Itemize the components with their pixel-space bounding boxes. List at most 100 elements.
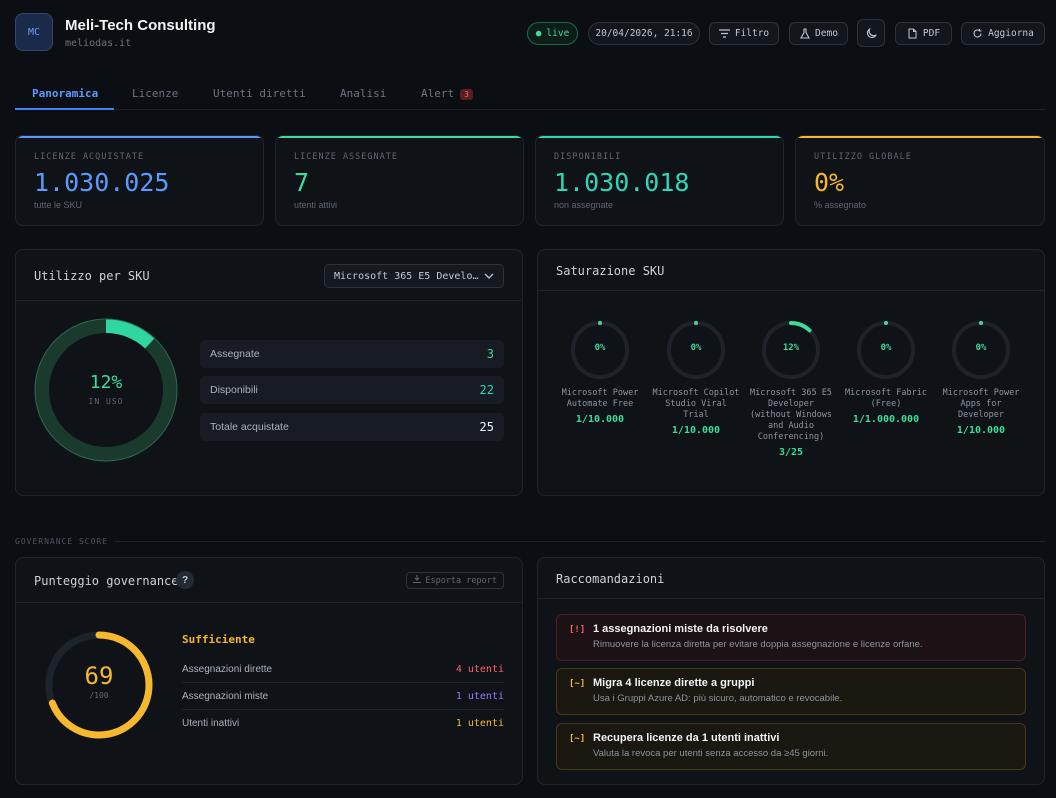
stat-value: 7 bbox=[294, 168, 310, 197]
app-title: Meli-Tech Consulting bbox=[65, 17, 216, 34]
row-value: 22 bbox=[479, 383, 494, 397]
saturation-item: 0% Microsoft Power Apps for Developer 1/10… bbox=[935, 320, 1027, 436]
saturation-value: 1/10.000 bbox=[956, 425, 1006, 436]
recommendation-item[interactable]: [~] Migra 4 licenze dirette a gruppi Usa… bbox=[556, 668, 1026, 715]
stat-card-utilizzo-globale: UTILIZZO GLOBALE 0% % assegnato bbox=[795, 135, 1045, 226]
saturation-percent: 0% bbox=[690, 343, 702, 353]
chevron-down-icon bbox=[484, 271, 494, 282]
demo-button[interactable]: Demo bbox=[789, 22, 848, 45]
sku-row-totale: Totale acquistate 25 bbox=[200, 413, 504, 441]
stat-value: 0% bbox=[814, 168, 845, 197]
moon-icon bbox=[866, 27, 877, 39]
saturation-ring: 12% bbox=[761, 320, 821, 380]
file-icon bbox=[907, 28, 918, 39]
row-value: 4 utenti bbox=[455, 663, 504, 675]
recommendation-title: 1 assegnazioni miste da risolvere bbox=[593, 623, 768, 635]
saturation-ring: 0% bbox=[666, 320, 726, 380]
ring-value-arc bbox=[952, 321, 1010, 379]
recommendation-desc: Valuta la revoca per utenti senza access… bbox=[593, 748, 829, 759]
gov-row-inattivi: Utenti inattivi 1 utenti bbox=[182, 718, 504, 729]
saturation-item: 12% Microsoft 365 E5 Developer (without W… bbox=[745, 320, 837, 458]
saturation-item: 0% Microsoft Power Automate Free 1/10.000 bbox=[554, 320, 646, 425]
tab-utenti-diretti[interactable]: Utenti diretti bbox=[213, 87, 306, 100]
saturation-percent: 0% bbox=[880, 343, 892, 353]
gov-row-miste: Assegnazioni miste 1 utenti bbox=[182, 683, 504, 710]
stat-label: LICENZE ASSEGNATE bbox=[294, 152, 398, 162]
saturation-value: 1/1.000.000 bbox=[852, 414, 920, 425]
saturation-sku-name: Microsoft Power Apps for Developer bbox=[942, 388, 1020, 420]
tab-alert[interactable]: Alert 3 bbox=[421, 87, 473, 100]
tab-analisi[interactable]: Analisi bbox=[340, 87, 387, 100]
saturation-ring: 0% bbox=[570, 320, 630, 380]
stat-accent-line bbox=[536, 136, 783, 138]
saturation-value: 1/10.000 bbox=[671, 425, 721, 436]
saturation-percent: 0% bbox=[594, 343, 606, 353]
section-label: GOVERNANCE SCORE bbox=[15, 537, 109, 546]
section-divider bbox=[115, 541, 1045, 542]
severity-tag: [~] bbox=[569, 679, 586, 689]
governance-score-max: /100 bbox=[89, 691, 109, 700]
ring-value-arc bbox=[857, 321, 915, 379]
stat-card-disponibili: DISPONIBILI 1.030.018 non assegnate bbox=[535, 135, 784, 226]
saturation-sku-name: Microsoft Copilot Studio Viral Trial bbox=[652, 388, 740, 420]
panel-divider bbox=[16, 300, 522, 301]
flask-icon bbox=[799, 28, 810, 39]
theme-toggle-button[interactable] bbox=[857, 19, 885, 47]
panel-divider bbox=[538, 290, 1044, 291]
refresh-button[interactable]: Aggiorna bbox=[961, 22, 1045, 45]
help-icon[interactable]: ? bbox=[176, 571, 194, 589]
panel-divider bbox=[538, 598, 1044, 599]
row-value: 1 utenti bbox=[455, 718, 504, 729]
export-report-button[interactable]: Esporta report bbox=[406, 572, 504, 589]
stat-accent-line bbox=[796, 136, 1044, 138]
stat-accent-line bbox=[276, 136, 523, 138]
saturation-percent: 0% bbox=[975, 343, 987, 353]
datetime-badge: 20/04/2026, 21:16 bbox=[588, 22, 700, 45]
panel-title: Raccomandazioni bbox=[556, 572, 665, 586]
recommendation-item[interactable]: [~] Recupera licenze da 1 utenti inattiv… bbox=[556, 723, 1026, 770]
saturation-ring-chart bbox=[857, 321, 915, 379]
stat-caption: tutte le SKU bbox=[34, 200, 83, 210]
governance-score: 69 bbox=[84, 662, 114, 690]
recommendation-desc: Usa i Gruppi Azure AD: più sicuro, autom… bbox=[593, 693, 843, 704]
governance-rating: Sufficiente bbox=[182, 633, 255, 646]
recommendation-desc: Rimuovere la licenza diretta per evitare… bbox=[593, 639, 923, 650]
row-value: 25 bbox=[479, 420, 494, 434]
tab-panoramica[interactable]: Panoramica bbox=[32, 87, 99, 100]
severity-tag: [~] bbox=[569, 734, 586, 744]
saturation-ring-chart bbox=[762, 321, 820, 379]
recommendation-title: Recupera licenze da 1 utenti inattivi bbox=[593, 732, 780, 744]
saturation-item: 0% Microsoft Copilot Studio Viral Trial 1/… bbox=[650, 320, 742, 436]
recommendation-item[interactable]: [!] 1 assegnazioni miste da risolvere Ri… bbox=[556, 614, 1026, 661]
stat-label: DISPONIBILI bbox=[554, 152, 622, 162]
live-dot-icon: ● bbox=[535, 28, 542, 39]
panel-title: Utilizzo per SKU bbox=[34, 269, 150, 283]
saturation-value: 3/25 bbox=[778, 447, 804, 458]
sku-usage-donut bbox=[34, 318, 178, 462]
donut-outline bbox=[34, 318, 178, 462]
panel-divider bbox=[16, 602, 522, 603]
saturation-value: 1/10.000 bbox=[575, 414, 625, 425]
severity-tag: [!] bbox=[569, 625, 586, 635]
gauge-value-arc bbox=[45, 631, 153, 739]
saturation-sku-name: Microsoft Fabric (Free) bbox=[845, 388, 927, 409]
saturation-ring-chart bbox=[952, 321, 1010, 379]
sku-saturation-panel: Saturazione SKU 0% Microsoft Power Automa… bbox=[537, 249, 1045, 496]
main-tabs: Panoramica Licenze Utenti diretti Analis… bbox=[15, 80, 1045, 110]
saturation-percent: 12% bbox=[782, 343, 800, 353]
filter-button[interactable]: Filtro bbox=[709, 22, 779, 45]
sku-usage-panel: Utilizzo per SKU Microsoft 365 E5 Develo… bbox=[15, 249, 523, 496]
donut-label: IN USO bbox=[88, 397, 124, 406]
pdf-button[interactable]: PDF bbox=[895, 22, 952, 45]
saturation-item: 0% Microsoft Fabric (Free) 1/1.000.000 bbox=[840, 320, 932, 425]
governance-panel: Punteggio governance ? Esporta report 69… bbox=[15, 557, 523, 785]
stat-caption: % assegnato bbox=[814, 200, 867, 210]
stat-caption: utenti attivi bbox=[294, 200, 338, 210]
live-status-badge: ● live bbox=[527, 22, 578, 45]
sku-row-assegnate: Assegnate 3 bbox=[200, 340, 504, 368]
stat-accent-line bbox=[16, 136, 263, 138]
stat-label: LICENZE ACQUISTATE bbox=[34, 152, 145, 162]
sku-select[interactable]: Microsoft 365 E5 Developer (without Wind… bbox=[324, 264, 504, 288]
alert-count-badge: 3 bbox=[460, 89, 473, 100]
tab-licenze[interactable]: Licenze bbox=[132, 87, 179, 100]
